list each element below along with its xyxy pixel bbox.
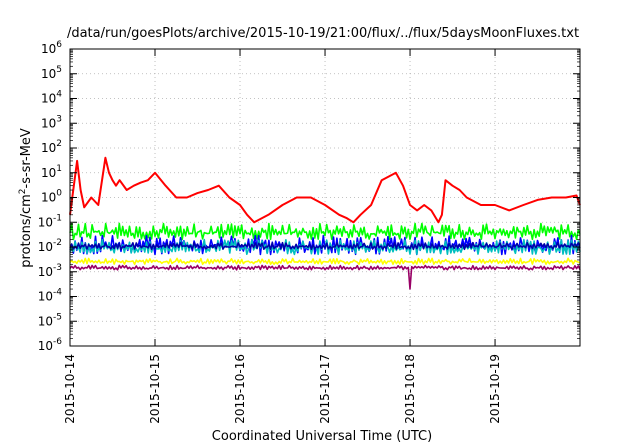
y-tick-label: 102: [41, 139, 62, 155]
x-tick-label: 2015-10-17: [318, 354, 332, 424]
y-axis-ticks: 10-6 10-5 10-4 10-3 10-2 10-1 100 101 102 103 104 1…: [38, 40, 580, 353]
x-tick-label: 2015-10-19: [488, 354, 502, 424]
series-line: [69, 156, 581, 224]
series-group: [69, 156, 581, 290]
y-tick-label: 10-6: [38, 337, 63, 353]
y-axis-label: protons/cm2-s-sr-MeV: [18, 128, 34, 268]
y-tick-label: 10-2: [38, 238, 62, 254]
series-line: [69, 222, 581, 241]
y-tick-label: 101: [41, 164, 62, 180]
chart-title: /data/run/goesPlots/archive/2015-10-19/2…: [67, 26, 579, 41]
y-tick-label: 10-3: [38, 263, 62, 279]
x-tick-label: 2015-10-14: [63, 354, 77, 424]
y-tick-label: 10-1: [38, 213, 62, 229]
gridlines: [70, 49, 580, 346]
y-tick-label: 104: [41, 90, 62, 106]
x-tick-label: 2015-10-15: [148, 354, 162, 424]
y-tick-label: 103: [41, 114, 62, 130]
x-tick-label: 2015-10-18: [403, 354, 417, 424]
y-tick-label: 10-5: [38, 312, 62, 328]
y-tick-label: 100: [41, 189, 62, 205]
series-line: [69, 241, 581, 251]
y-tick-label: 10-4: [38, 288, 63, 304]
y-tick-label: 106: [41, 40, 62, 56]
x-axis-ticks: 2015-10-14 2015-10-15 2015-10-16 2015-10-17…: [63, 49, 502, 424]
x-axis-label: Coordinated Universal Time (UTC): [212, 429, 432, 444]
y-tick-label: 105: [41, 65, 62, 81]
series-line: [69, 264, 581, 290]
series-line: [69, 257, 581, 266]
x-tick-label: 2015-10-16: [233, 354, 247, 424]
